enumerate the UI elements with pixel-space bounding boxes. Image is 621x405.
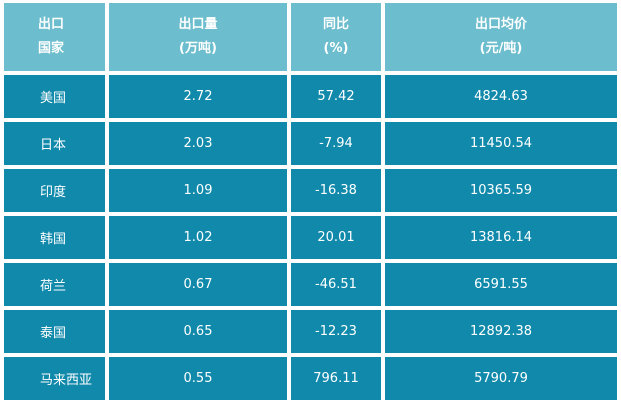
data-cell: 1.02 [109, 216, 287, 259]
data-cell: 2.72 [109, 75, 287, 118]
header-text: (元/吨) [479, 41, 523, 56]
data-cell: -12.23 [291, 310, 381, 353]
header-cell: 出口量 (万吨) [109, 3, 287, 71]
data-cell: 日本 [4, 122, 105, 165]
data-cell: 美国 [4, 75, 105, 118]
header-text: 出口均价 [474, 17, 527, 32]
data-cell: 印度 [4, 169, 105, 212]
data-cell: 1.09 [109, 169, 287, 212]
header-text: (%) [323, 41, 349, 56]
data-cell: 0.67 [109, 263, 287, 306]
data-row: 荷兰 0.67 -46.51 6591.55 [4, 263, 617, 306]
data-cell: 6591.55 [385, 263, 617, 306]
data-row: 日本 2.03 -7.94 11450.54 [4, 122, 617, 165]
data-cell: 20.01 [291, 216, 381, 259]
data-cell: 2.03 [109, 122, 287, 165]
table-body: 出口国家 出口量 (万吨) 同比 (%) 出口均价 (元/吨) 美国 2.72 57.42 4824… [4, 3, 617, 400]
data-cell: 0.55 [109, 357, 287, 400]
data-cell: 泰国 [4, 310, 105, 353]
data-cell: 796.11 [291, 357, 381, 400]
data-row: 马来西亚 0.55 796.11 5790.79 [4, 357, 617, 400]
data-cell: -46.51 [291, 263, 381, 306]
data-cell: 5790.79 [385, 357, 617, 400]
header-cell: 出口 国家 [4, 3, 105, 71]
data-cell: 57.42 [291, 75, 381, 118]
data-cell: -16.38 [291, 169, 381, 212]
header-text: (万吨) [179, 41, 217, 56]
data-cell: 11450.54 [385, 122, 617, 165]
data-row: 韩国 1.02 20.01 13816.14 [4, 216, 617, 259]
header-cell: 出口均价 (元/吨) [385, 3, 617, 71]
header-text: 出口 [38, 17, 65, 32]
data-cell: -7.94 [291, 122, 381, 165]
data-row: 美国 2.72 57.42 4824.63 [4, 75, 617, 118]
header-cell: 同比 (%) [291, 3, 381, 71]
header-text: 同比 [322, 17, 349, 32]
data-cell: 马来西亚 [4, 357, 105, 400]
data-cell: 4824.63 [385, 75, 617, 118]
header-row: 出口国家 出口量 (万吨) 同比 (%) 出口均价 (元/吨) [4, 3, 617, 71]
data-cell: 13816.14 [385, 216, 617, 259]
data-row: 印度 1.09 -16.38 10365.59 [4, 169, 617, 212]
data-cell: 韩国 [4, 216, 105, 259]
header-text: 国家 [38, 41, 65, 56]
data-cell: 荷兰 [4, 263, 105, 306]
header-text: 出口量 [178, 17, 218, 32]
data-cell: 0.65 [109, 310, 287, 353]
data-cell: 10365.59 [385, 169, 617, 212]
data-cell: 12892.38 [385, 310, 617, 353]
data-row: 泰国 0.65 -12.23 12892.38 [4, 310, 617, 353]
